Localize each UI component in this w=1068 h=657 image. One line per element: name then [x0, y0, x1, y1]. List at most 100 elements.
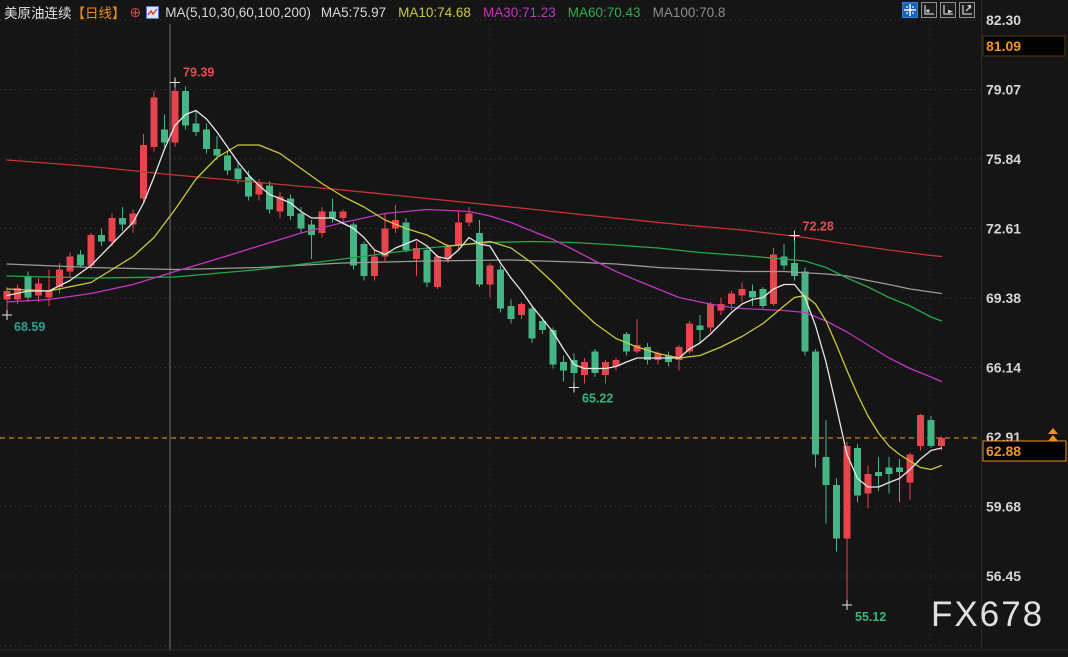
candle[interactable] — [738, 289, 746, 296]
candle[interactable] — [686, 323, 693, 352]
alert-circle-plus-icon[interactable]: ⊕ — [129, 3, 142, 20]
candle[interactable] — [864, 474, 872, 494]
candle[interactable] — [854, 448, 861, 496]
chart-toolbar — [902, 2, 975, 18]
candle[interactable] — [875, 472, 882, 476]
pane-next-icon[interactable] — [940, 2, 956, 18]
candle[interactable] — [444, 246, 452, 259]
candle[interactable] — [171, 91, 179, 143]
pane-expand-icon[interactable] — [959, 2, 975, 18]
candle[interactable] — [497, 269, 504, 309]
candle[interactable] — [791, 263, 798, 276]
candle[interactable] — [371, 256, 378, 277]
candle[interactable] — [896, 467, 903, 473]
candle[interactable] — [633, 345, 641, 352]
candle[interactable] — [77, 254, 84, 266]
candle[interactable] — [570, 360, 578, 373]
candle[interactable] — [780, 256, 788, 266]
candle[interactable] — [129, 213, 137, 225]
annotation-label: 55.12 — [855, 610, 886, 624]
pane-layout-icon[interactable] — [921, 2, 937, 18]
candle[interactable] — [35, 283, 42, 296]
candle[interactable] — [507, 306, 515, 319]
candle[interactable] — [98, 235, 105, 242]
candle[interactable] — [402, 222, 410, 251]
candle[interactable] — [612, 360, 620, 367]
candle[interactable] — [350, 224, 357, 266]
candle[interactable] — [360, 244, 368, 276]
candle[interactable] — [717, 304, 725, 311]
candle[interactable] — [665, 355, 672, 363]
candle[interactable] — [927, 420, 935, 446]
candle[interactable] — [266, 185, 273, 210]
candle[interactable] — [822, 457, 830, 485]
candle[interactable] — [675, 347, 683, 360]
candle[interactable] — [539, 321, 546, 330]
candle[interactable] — [108, 218, 116, 242]
instrument-name: 美原油连续 — [4, 6, 72, 21]
candle[interactable] — [749, 291, 756, 298]
candle[interactable] — [381, 228, 389, 257]
candle[interactable] — [696, 325, 704, 331]
candle[interactable] — [518, 304, 525, 315]
candle[interactable] — [833, 485, 840, 539]
candle[interactable] — [644, 347, 651, 360]
candle[interactable] — [728, 293, 735, 305]
period-tag[interactable]: 【日线】 — [71, 6, 126, 21]
axis-tick: 72.61 — [986, 221, 1021, 237]
candle[interactable] — [770, 254, 777, 305]
indicator-icon[interactable] — [146, 5, 160, 19]
ma-settings-label[interactable]: MA(5,10,30,60,100,200) — [165, 4, 311, 20]
candle[interactable] — [224, 155, 231, 171]
candle[interactable] — [843, 446, 851, 539]
candle[interactable] — [423, 250, 431, 283]
candle[interactable] — [917, 415, 924, 446]
candle[interactable] — [182, 91, 189, 126]
candle[interactable] — [476, 233, 483, 285]
candle[interactable] — [434, 256, 441, 288]
crosshair-icon[interactable] — [902, 2, 918, 18]
candle[interactable] — [213, 149, 221, 156]
candle[interactable] — [906, 454, 914, 483]
candle[interactable] — [255, 183, 263, 195]
candle[interactable] — [801, 271, 809, 352]
candle[interactable] — [150, 97, 158, 148]
candle[interactable] — [885, 467, 893, 475]
ma-value: MA30:71.23 — [482, 4, 556, 20]
alert-price-label: 81.09 — [986, 38, 1021, 54]
candle[interactable] — [707, 304, 714, 328]
candle[interactable] — [318, 211, 326, 234]
candle[interactable] — [297, 213, 305, 229]
candle[interactable] — [812, 351, 819, 455]
candle[interactable] — [45, 291, 53, 298]
annotation-label: 79.39 — [183, 66, 214, 80]
candle[interactable] — [245, 177, 252, 197]
candle[interactable] — [591, 351, 599, 374]
candle[interactable] — [339, 211, 347, 219]
candle[interactable] — [560, 362, 567, 371]
candle[interactable] — [938, 438, 945, 446]
candle[interactable] — [87, 235, 95, 266]
candle[interactable] — [549, 330, 557, 365]
candle[interactable] — [56, 269, 63, 288]
candle[interactable] — [486, 265, 494, 285]
candle[interactable] — [287, 198, 294, 217]
candle[interactable] — [119, 218, 126, 225]
candle[interactable] — [161, 129, 168, 143]
candle[interactable] — [276, 196, 284, 212]
candle[interactable] — [234, 168, 242, 180]
candle[interactable] — [413, 248, 420, 259]
double-up-arrow-icon[interactable] — [1048, 428, 1058, 434]
candle[interactable] — [203, 129, 210, 150]
candle[interactable] — [66, 256, 74, 272]
candle[interactable] — [455, 222, 462, 247]
candle[interactable] — [329, 211, 336, 219]
candle[interactable] — [654, 353, 662, 361]
candle[interactable] — [465, 213, 473, 223]
candle[interactable] — [192, 123, 200, 133]
candle[interactable] — [528, 308, 536, 339]
candle[interactable] — [24, 276, 32, 298]
double-up-arrow-icon[interactable] — [1048, 435, 1058, 441]
